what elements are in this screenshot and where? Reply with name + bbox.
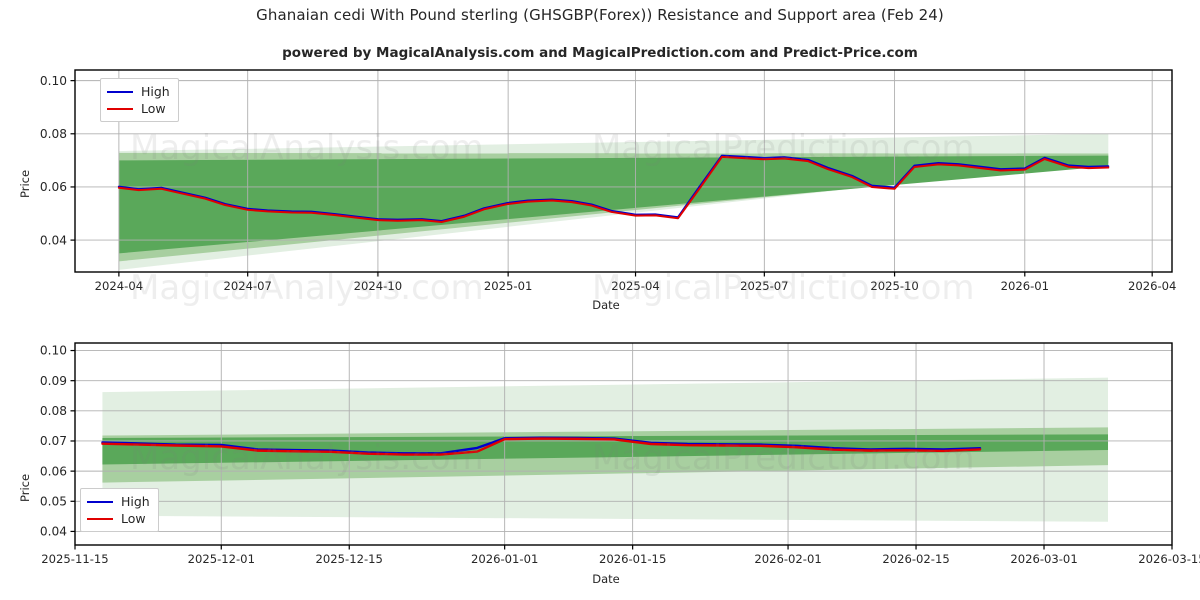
bottom-chart-plot: 0.04 0.05 0.06 0.07 0.08 0.09 0.10 2025-11-15 20… [40, 342, 1200, 566]
bottom-y-axis-label: Price [18, 473, 32, 502]
svg-text:0.07: 0.07 [40, 434, 67, 448]
svg-text:2025-10: 2025-10 [870, 279, 918, 293]
svg-text:2025-04: 2025-04 [611, 279, 659, 293]
bottom-x-axis-label: Date [592, 572, 620, 586]
svg-text:0.04: 0.04 [40, 233, 67, 247]
bottom-chart-panel: 0.04 0.05 0.06 0.07 0.08 0.09 0.10 2025-11-15 20… [0, 310, 1200, 600]
svg-text:0.04: 0.04 [40, 525, 67, 539]
svg-text:0.05: 0.05 [40, 494, 67, 508]
svg-text:2024-10: 2024-10 [354, 279, 402, 293]
svg-text:2024-04: 2024-04 [95, 279, 143, 293]
svg-text:0.08: 0.08 [40, 404, 67, 418]
svg-text:2026-01-01: 2026-01-01 [471, 552, 538, 566]
legend-swatch-high [107, 90, 133, 93]
top-y-axis-label: Price [18, 169, 32, 198]
svg-text:0.06: 0.06 [40, 180, 67, 194]
svg-text:2025-07: 2025-07 [740, 279, 788, 293]
legend-item-high[interactable]: High [87, 493, 150, 510]
svg-text:2025-11-15: 2025-11-15 [41, 552, 108, 566]
bottom-chart-legend[interactable]: High Low [80, 488, 159, 532]
top-x-axis-label: Date [592, 298, 620, 312]
svg-text:0.09: 0.09 [40, 374, 67, 388]
legend-label-high: High [121, 494, 150, 509]
legend-item-high[interactable]: High [107, 83, 170, 100]
top-chart-legend[interactable]: High Low [100, 78, 179, 122]
legend-swatch-high [87, 500, 113, 503]
svg-text:2026-04: 2026-04 [1128, 279, 1176, 293]
page-title: Ghanaian cedi With Pound sterling (GHSGB… [256, 6, 944, 24]
svg-text:2025-01: 2025-01 [484, 279, 532, 293]
svg-text:2026-01-15: 2026-01-15 [599, 552, 666, 566]
page-subtitle: powered by MagicalAnalysis.com and Magic… [282, 45, 918, 61]
svg-text:2025-12-01: 2025-12-01 [188, 552, 255, 566]
svg-text:2026-03-15: 2026-03-15 [1138, 552, 1200, 566]
top-chart-plot: 0.04 0.06 0.08 0.10 2024-04 2024-07 2024-10 202… [40, 69, 1176, 293]
svg-text:2026-03-01: 2026-03-01 [1010, 552, 1077, 566]
legend-label-high: High [141, 84, 170, 99]
svg-text:2026-02-15: 2026-02-15 [882, 552, 949, 566]
svg-text:2024-07: 2024-07 [223, 279, 271, 293]
legend-item-low[interactable]: Low [87, 510, 150, 527]
svg-text:2025-12-15: 2025-12-15 [316, 552, 383, 566]
legend-label-low: Low [141, 101, 166, 116]
legend-swatch-low [107, 107, 133, 110]
svg-text:2026-01: 2026-01 [1001, 279, 1049, 293]
legend-label-low: Low [121, 511, 146, 526]
top-chart-panel: 0.04 0.06 0.08 0.10 2024-04 2024-07 2024-10 202… [18, 69, 1176, 312]
legend-item-low[interactable]: Low [107, 100, 170, 117]
legend-swatch-low [87, 517, 113, 520]
svg-text:0.10: 0.10 [40, 344, 67, 358]
svg-text:0.06: 0.06 [40, 464, 67, 478]
svg-text:2026-02-01: 2026-02-01 [754, 552, 821, 566]
svg-text:0.08: 0.08 [40, 127, 67, 141]
svg-text:0.10: 0.10 [40, 74, 67, 88]
